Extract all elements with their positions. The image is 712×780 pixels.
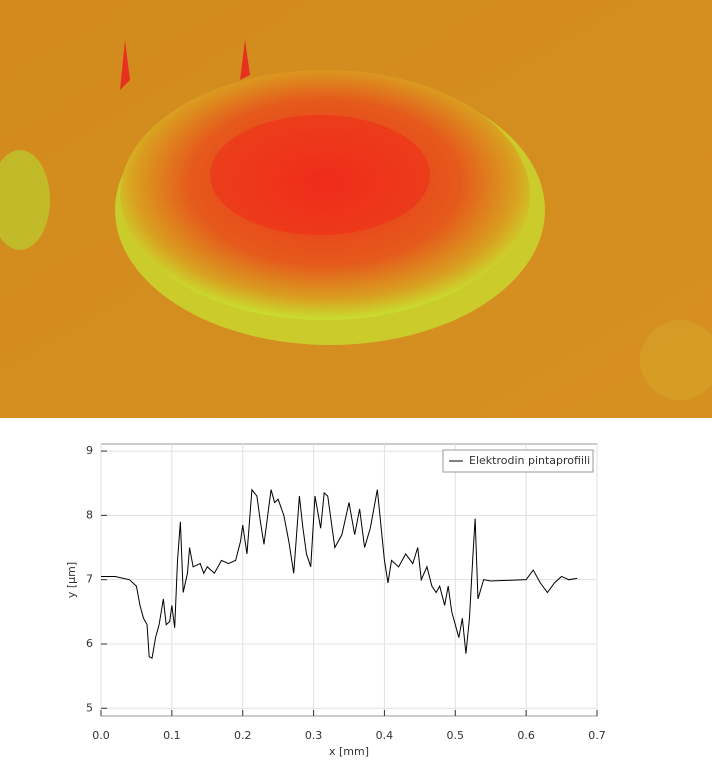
plot <box>101 488 578 659</box>
y-tick-label: 6 <box>86 637 93 650</box>
y-axis-label: y [µm] <box>65 562 78 598</box>
x-tick-label: 0.3 <box>305 729 323 742</box>
y-tick-label: 5 <box>86 701 93 714</box>
y-tick-label: 8 <box>86 508 93 521</box>
x-tick-label: 0.1 <box>163 729 181 742</box>
x-tick-label: 0.0 <box>92 729 110 742</box>
y-tick-label: 7 <box>86 573 93 586</box>
x-tick-label: 0.2 <box>234 729 252 742</box>
surface-image <box>0 0 712 418</box>
y-tick-label: 9 <box>86 444 93 457</box>
x-tick-label: 0.4 <box>376 729 394 742</box>
legend-box <box>442 449 594 473</box>
profile-line <box>101 488 578 659</box>
x-tick-label: 0.5 <box>447 729 465 742</box>
legend-label: Elektrodin pintaprofiili <box>469 454 590 467</box>
x-tick-label: 0.6 <box>517 729 535 742</box>
x-tick-label: 0.7 <box>588 729 606 742</box>
x-axis-label: x [mm] <box>329 745 369 758</box>
